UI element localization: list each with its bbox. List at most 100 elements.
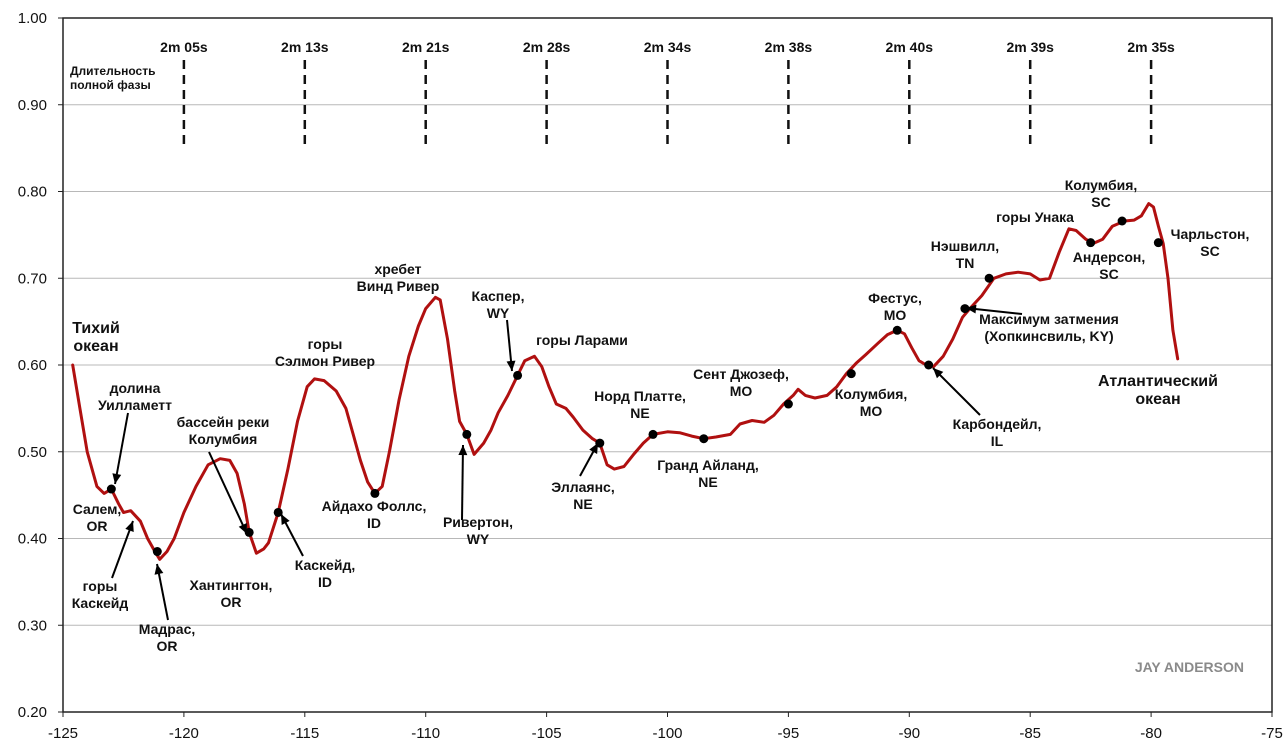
annotation-label: SC bbox=[1200, 243, 1219, 259]
data-point bbox=[1153, 238, 1163, 248]
data-point bbox=[783, 399, 793, 409]
data-point bbox=[892, 325, 902, 335]
annotation-label: NE bbox=[698, 474, 717, 490]
annotation-label: Фестус, bbox=[868, 290, 922, 306]
data-point bbox=[513, 370, 523, 380]
annotation-label: хребет bbox=[374, 261, 421, 277]
annotation-label: горы bbox=[308, 336, 343, 352]
point-markers bbox=[106, 216, 1163, 557]
data-point bbox=[699, 434, 709, 444]
duration-label: 2m 34s bbox=[644, 39, 692, 55]
annotation-arrow bbox=[461, 444, 464, 521]
annotation-label: Каскейд bbox=[72, 595, 129, 611]
y-tick-label: 0.50 bbox=[18, 444, 47, 461]
data-point bbox=[595, 438, 605, 448]
annotation-label: NE bbox=[573, 496, 592, 512]
annotation-label: Айдахо Фоллс, bbox=[322, 498, 427, 514]
annotation-label: OR bbox=[221, 594, 242, 610]
data-point bbox=[244, 527, 254, 537]
duration-markers: 2m 05s 2m 13s 2m 21s 2m 28s 2m 34s 2m 38s 2m 4… bbox=[70, 39, 1175, 148]
duration-label: 2m 38s bbox=[765, 39, 813, 55]
arrow-head bbox=[506, 360, 516, 371]
data-point bbox=[152, 547, 162, 557]
annotation-label: MO bbox=[884, 307, 907, 323]
arrow-head bbox=[589, 443, 598, 454]
data-point bbox=[106, 484, 116, 494]
duration-label: 2m 28s bbox=[523, 39, 571, 55]
annotation-label: OR bbox=[87, 518, 108, 534]
x-tick-label: -95 bbox=[778, 725, 800, 742]
y-tick-label: 0.60 bbox=[18, 357, 47, 374]
annotation-label: MO bbox=[730, 383, 753, 399]
annotation-label: Колумбия bbox=[189, 431, 258, 447]
annotation-label: Винд Ривер bbox=[357, 278, 440, 294]
annotation-label: Сэлмон Ривер bbox=[275, 353, 375, 369]
credit-label: JAY ANDERSON bbox=[1135, 659, 1244, 675]
annotation-label: ID bbox=[367, 515, 381, 531]
arrow-head bbox=[966, 304, 977, 314]
annotation-arrow bbox=[932, 367, 981, 416]
annotation-label: океан bbox=[1135, 391, 1180, 408]
data-point bbox=[984, 273, 994, 283]
x-tick-label: -75 bbox=[1261, 725, 1283, 742]
annotation-label: Нэшвилл, bbox=[931, 238, 999, 254]
annotation-label: Андерсон, bbox=[1073, 249, 1145, 265]
annotation-label: Максимум затмения bbox=[979, 311, 1119, 327]
y-tick-label: 0.20 bbox=[18, 704, 47, 721]
annotation-label: Колумбия, bbox=[1065, 177, 1138, 193]
duration-label: 2m 05s bbox=[160, 39, 208, 55]
y-tick-label: 0.90 bbox=[18, 97, 47, 114]
x-tick-label: -100 bbox=[652, 725, 682, 742]
y-tick-label: 1.00 bbox=[18, 10, 47, 27]
annotation-label: WY bbox=[467, 531, 490, 547]
y-tick-label: 0.80 bbox=[18, 184, 47, 201]
annotation-label: Колумбия, bbox=[835, 386, 908, 402]
annotation-label: Каспер, bbox=[472, 288, 525, 304]
duration-label: 2m 39s bbox=[1006, 39, 1054, 55]
y-tick-label: 0.30 bbox=[18, 617, 47, 634]
annotation-label: OR bbox=[157, 638, 178, 654]
annotation-label: Атлантический bbox=[1098, 373, 1218, 390]
annotation-label: IL bbox=[991, 433, 1004, 449]
annotation-label: TN bbox=[956, 255, 975, 271]
annotation-label: ID bbox=[318, 574, 332, 590]
annotation-label: SC bbox=[1091, 194, 1110, 210]
annotation-label: Уилламетт bbox=[98, 397, 172, 413]
annotation-label: Норд Платте, bbox=[594, 388, 686, 404]
duration-label: 2m 21s bbox=[402, 39, 450, 55]
annotation-label: Тихий bbox=[72, 320, 120, 337]
annotation-label: горы Унака bbox=[996, 209, 1074, 225]
annotation-label: долина bbox=[110, 380, 161, 396]
annotation-label: Эллаянс, bbox=[551, 479, 615, 495]
data-point bbox=[370, 488, 380, 498]
duration-label: 2m 40s bbox=[886, 39, 934, 55]
annotation-label: NE bbox=[630, 405, 649, 421]
annotation-label: бассейн реки bbox=[177, 414, 270, 430]
annotation-label: WY bbox=[487, 305, 510, 321]
series-line-group bbox=[71, 202, 1180, 561]
annotation-label: Каскейд, bbox=[295, 557, 355, 573]
duration-caption: полной фазы bbox=[70, 78, 151, 92]
annotation-label: Чарльстон, bbox=[1171, 226, 1250, 242]
y-tick-label: 0.70 bbox=[18, 270, 47, 287]
x-tick-label: -110 bbox=[411, 725, 440, 742]
duration-label: 2m 35s bbox=[1127, 39, 1175, 55]
annotation-arrows bbox=[111, 304, 1023, 621]
x-tick-label: -80 bbox=[1140, 725, 1162, 742]
annotation-label: Салем, bbox=[73, 501, 122, 517]
x-tick-label: -90 bbox=[898, 725, 920, 742]
x-tick-label: -115 bbox=[290, 725, 319, 742]
arrow-head bbox=[125, 521, 134, 532]
annotation-label: горы bbox=[83, 578, 118, 594]
series-line bbox=[71, 202, 1180, 561]
arrow-head bbox=[112, 473, 122, 484]
data-point bbox=[648, 429, 658, 439]
data-point bbox=[924, 360, 934, 370]
annotation-label: океан bbox=[73, 338, 118, 355]
annotation-label: Карбондейл, bbox=[953, 416, 1042, 432]
annotation-label: (Хопкинсвиль, KY) bbox=[984, 328, 1113, 344]
annotation-arrow bbox=[114, 412, 129, 485]
arrow-head bbox=[933, 368, 944, 379]
